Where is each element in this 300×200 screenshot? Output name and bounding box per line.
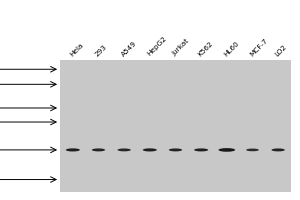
Text: Jurkat: Jurkat bbox=[171, 38, 190, 57]
Ellipse shape bbox=[169, 148, 182, 151]
Text: MCF-7: MCF-7 bbox=[248, 37, 268, 57]
Text: K562: K562 bbox=[197, 40, 214, 57]
Ellipse shape bbox=[194, 148, 208, 151]
Ellipse shape bbox=[272, 148, 285, 151]
Ellipse shape bbox=[218, 148, 235, 152]
Text: LO2: LO2 bbox=[274, 43, 288, 57]
Ellipse shape bbox=[66, 148, 80, 151]
Ellipse shape bbox=[92, 148, 105, 151]
Ellipse shape bbox=[143, 148, 157, 151]
Ellipse shape bbox=[118, 148, 131, 151]
Text: Hela: Hela bbox=[69, 42, 84, 57]
Text: A549: A549 bbox=[120, 40, 137, 57]
Ellipse shape bbox=[246, 149, 259, 151]
Text: 293: 293 bbox=[94, 43, 108, 57]
Text: HL60: HL60 bbox=[223, 40, 240, 57]
Text: HepG2: HepG2 bbox=[146, 36, 167, 57]
